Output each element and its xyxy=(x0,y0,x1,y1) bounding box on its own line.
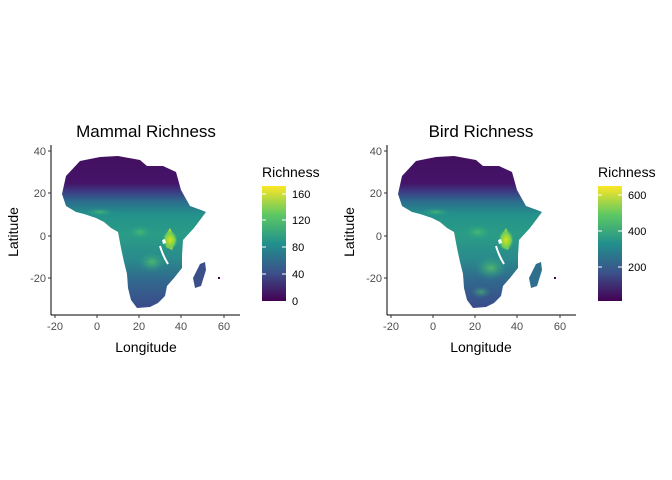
legend-title: Richness xyxy=(598,164,656,180)
legend-tick-label: 400 xyxy=(628,226,646,238)
y-tick-label: 0 xyxy=(40,231,46,243)
legend-ticks xyxy=(598,194,622,268)
legend-tick-label: 600 xyxy=(628,190,646,202)
lake-victoria xyxy=(498,239,502,244)
legend-colorbar xyxy=(262,186,286,301)
x-tick-label: 60 xyxy=(218,321,230,333)
lake-tanganyika xyxy=(495,245,505,265)
madagascar xyxy=(529,262,542,288)
richness-zone xyxy=(471,286,491,298)
x-tick-label: 20 xyxy=(469,321,481,333)
richness-zone xyxy=(475,256,507,280)
y-tick-label: -20 xyxy=(366,273,382,285)
richness-zone xyxy=(86,208,114,216)
richness-zone xyxy=(464,224,492,240)
x-tick-label: 40 xyxy=(511,321,523,333)
mauritius xyxy=(218,277,220,279)
map-area xyxy=(398,156,556,308)
x-tick-label: 60 xyxy=(554,321,566,333)
y-tick-label: 20 xyxy=(370,188,382,200)
lake-tanganyika xyxy=(159,245,169,265)
legend-colorbar xyxy=(598,186,622,301)
legend: Richness 600 400 200 xyxy=(598,164,656,301)
y-axis-title: Latitude xyxy=(341,207,357,257)
mauritius xyxy=(554,277,556,279)
y-axis-title: Latitude xyxy=(5,207,21,257)
x-tick-label: 0 xyxy=(430,321,436,333)
map-area xyxy=(62,156,220,308)
legend-tick-label: 0 xyxy=(292,296,298,308)
map-panel-bird: Bird Richness 40 20 0 -20 xyxy=(341,122,656,355)
x-tick-label: 40 xyxy=(175,321,187,333)
richness-hotspot xyxy=(162,230,178,250)
axes: 40 20 0 -20 -20 0 20 40 60 Longitude Lat… xyxy=(5,145,240,355)
legend-ticks xyxy=(262,193,286,275)
richness-zone xyxy=(138,252,166,272)
legend-tick-label: 40 xyxy=(292,269,304,281)
legend-tick-label: 80 xyxy=(292,242,304,254)
legend-tick-label: 160 xyxy=(292,189,310,201)
x-tick-label: 20 xyxy=(133,321,145,333)
y-tick-label: 40 xyxy=(370,146,382,158)
legend: Richness 160 120 80 40 0 xyxy=(262,164,320,308)
x-axis-title: Longitude xyxy=(450,339,512,355)
x-axis-title: Longitude xyxy=(115,339,177,355)
map-panel-mammal: Mammal Richness 40 20 0 -20 xyxy=(5,122,320,355)
richness-hotspot xyxy=(498,229,514,251)
legend-tick-label: 120 xyxy=(292,215,310,227)
madagascar xyxy=(193,262,206,288)
x-tick-label: -20 xyxy=(383,321,399,333)
chart-title: Bird Richness xyxy=(429,122,534,141)
richness-zone xyxy=(422,208,450,216)
legend-tick-label: 200 xyxy=(628,262,646,274)
lake-victoria xyxy=(162,239,166,244)
x-tick-label: -20 xyxy=(47,321,63,333)
x-tick-label: 0 xyxy=(94,321,100,333)
y-tick-label: -20 xyxy=(30,273,46,285)
y-tick-label: 40 xyxy=(34,146,46,158)
richness-zone xyxy=(128,225,152,239)
legend-title: Richness xyxy=(262,164,320,180)
axes: 40 20 0 -20 -20 0 20 40 60 Longitude Lat… xyxy=(341,145,576,355)
chart-title: Mammal Richness xyxy=(76,122,216,141)
y-tick-label: 0 xyxy=(376,231,382,243)
y-tick-label: 20 xyxy=(34,188,46,200)
